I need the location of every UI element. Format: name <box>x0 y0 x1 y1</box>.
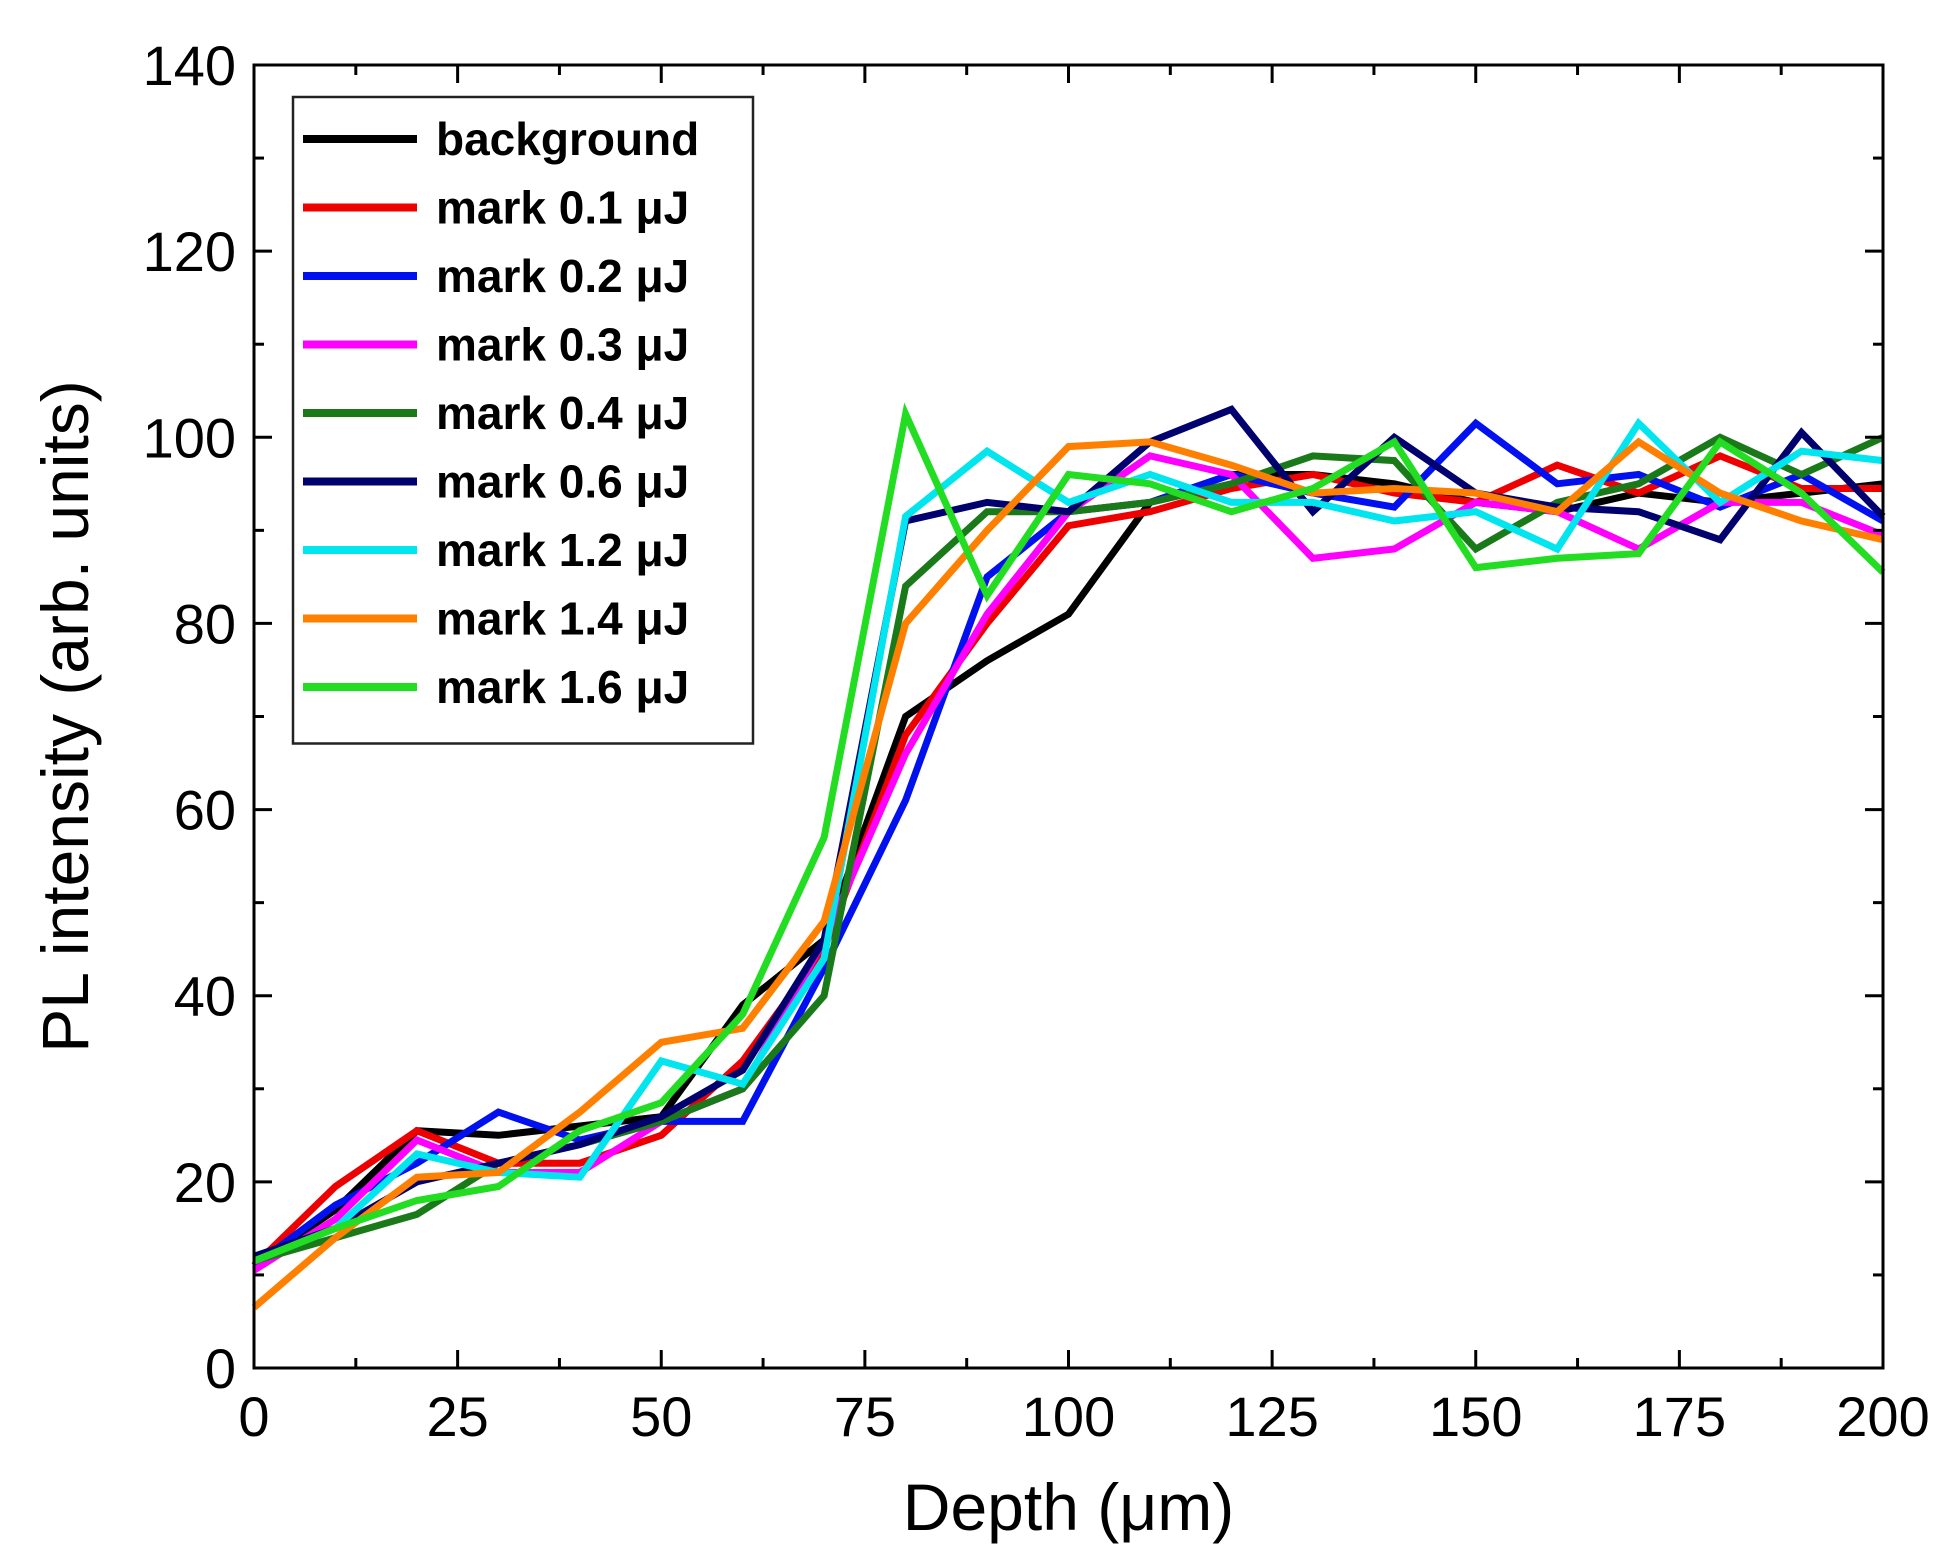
legend-label-7: mark 1.4 μJ <box>436 593 689 645</box>
series-line-0 <box>252 471 1884 1269</box>
axes: 0 25 50 75 100 125 150 175 200 0 20 40 60 80 100 120 140… <box>28 34 1930 1544</box>
y-tick-label-4: 80 <box>174 592 236 655</box>
y-tick-label-3: 60 <box>174 779 236 842</box>
x-axis-title: Depth (μm) <box>903 1470 1234 1544</box>
x-tick-label-2: 50 <box>630 1385 692 1448</box>
legend: background mark 0.1 μJ mark 0.2 μJ mark 0.3… <box>291 95 755 745</box>
y-tick-label-6: 120 <box>143 220 236 283</box>
x-tick-label-7: 175 <box>1633 1385 1726 1448</box>
x-tick-label-3: 75 <box>834 1385 896 1448</box>
x-tick-label-1: 25 <box>426 1385 488 1448</box>
series-lines <box>251 402 1886 1311</box>
y-tick-label-1: 20 <box>174 1151 236 1214</box>
legend-label-0: background <box>436 113 699 165</box>
y-axis-title: PL intensity (arb. units) <box>28 380 102 1053</box>
x-tick-label-5: 125 <box>1225 1385 1318 1448</box>
legend-label-6: mark 1.2 μJ <box>436 524 689 576</box>
y-tick-label-5: 100 <box>143 406 236 469</box>
legend-label-8: mark 1.6 μJ <box>436 661 689 713</box>
legend-label-2: mark 0.2 μJ <box>436 250 689 302</box>
legend-label-5: mark 0.6 μJ <box>436 456 689 508</box>
y-tick-label-0: 0 <box>205 1337 236 1400</box>
x-tick-label-0: 0 <box>238 1385 269 1448</box>
series-line-1 <box>251 452 1883 1269</box>
legend-label-4: mark 0.4 μJ <box>436 387 689 439</box>
y-tick-label-2: 40 <box>174 965 236 1028</box>
series-line-7 <box>251 437 1884 1311</box>
legend-label-3: mark 0.3 μJ <box>436 319 689 371</box>
x-tick-label-4: 100 <box>1022 1385 1115 1448</box>
y-tick-label-7: 140 <box>143 34 236 97</box>
series-line-5 <box>252 405 1886 1260</box>
series-line-8 <box>252 402 1886 1265</box>
x-tick-label-8: 200 <box>1836 1385 1929 1448</box>
legend-label-1: mark 0.1 μJ <box>436 182 689 234</box>
x-tick-label-6: 150 <box>1429 1385 1522 1448</box>
